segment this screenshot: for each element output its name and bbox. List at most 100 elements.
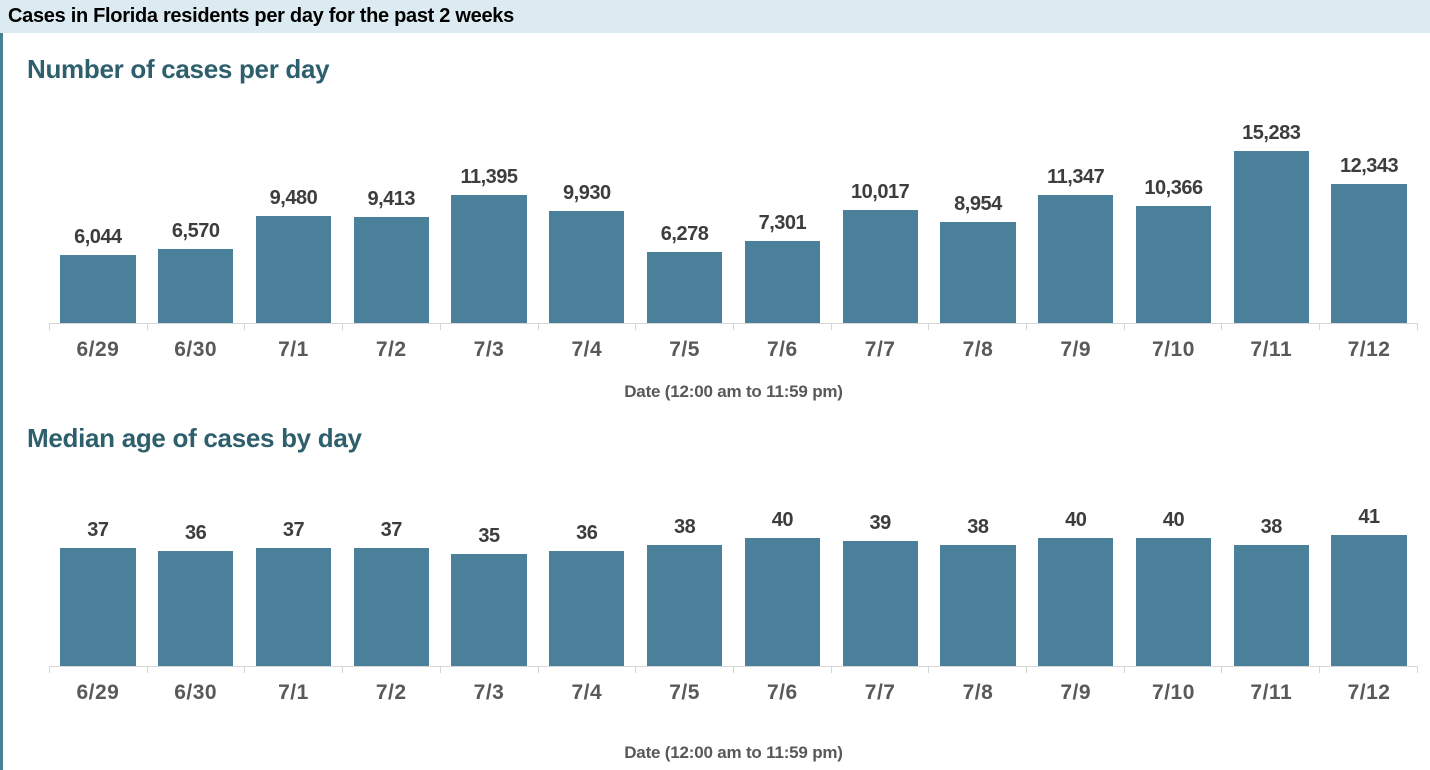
bar-value-label: 8,954 (954, 193, 1002, 215)
x-axis-line (49, 323, 1418, 330)
bar[interactable] (1233, 151, 1309, 323)
bar-column: 15,283 (1222, 115, 1320, 323)
bar-value-label: 41 (1358, 506, 1380, 528)
bar-value-label: 39 (869, 512, 892, 534)
bar[interactable] (60, 548, 136, 666)
bar[interactable] (255, 548, 332, 666)
bar[interactable] (842, 541, 918, 666)
bar-value-label: 38 (967, 516, 989, 538)
x-tick-label: 7/11 (1250, 338, 1293, 361)
x-tick-label: 7/10 (1152, 338, 1195, 361)
x-tick-label: 7/12 (1347, 338, 1391, 361)
bar[interactable] (1135, 538, 1212, 666)
bar[interactable] (451, 554, 527, 666)
tick-mark (635, 324, 637, 330)
bar[interactable] (646, 252, 723, 323)
tick-mark (635, 667, 637, 673)
x-tick-label: 7/4 (571, 338, 603, 361)
tick-mark (537, 324, 539, 330)
chart-title: Median age of cases by day (27, 423, 362, 453)
bar[interactable] (940, 222, 1016, 323)
tick-mark (1123, 324, 1125, 330)
tick-mark (1026, 324, 1028, 330)
bar-column: 10,017 (831, 115, 929, 323)
tick-mark (537, 667, 539, 673)
plot-area: 37 36 37 37 35 36 38 40 39 38 40 40 38 41 (49, 501, 1418, 666)
bar[interactable] (842, 210, 918, 323)
x-tick-label: 7/7 (864, 338, 896, 361)
tick-mark (146, 667, 148, 673)
tick-mark (1319, 324, 1321, 330)
tick-mark (928, 667, 930, 673)
tick-mark (732, 667, 734, 673)
bar[interactable] (1233, 545, 1309, 666)
bar-column: 7,301 (733, 115, 831, 323)
x-tick-labels: 6/29 6/30 7/1 7/2 7/3 7/4 7/5 7/6 7/7 7/8 7/9 7/10 7… (49, 338, 1418, 362)
plot-area: 6,044 6,570 9,480 9,413 11,395 9,930 6,278 7,30… (49, 115, 1418, 323)
tick-mark (342, 667, 344, 673)
x-tick-label: 7/2 (375, 338, 407, 361)
tick-mark (1221, 324, 1223, 330)
bar[interactable] (549, 211, 625, 323)
bar[interactable] (1331, 184, 1407, 323)
chart-title: Number of cases per day (27, 54, 330, 84)
bar-column: 10,366 (1125, 115, 1223, 323)
bar[interactable] (1038, 538, 1114, 666)
x-tick-label: 7/3 (473, 338, 505, 361)
x-tick-label: 7/9 (1060, 681, 1092, 704)
bar[interactable] (158, 249, 234, 323)
bar-column: 12,343 (1320, 115, 1418, 323)
bar-value-label: 37 (87, 519, 109, 541)
bar-column: 39 (831, 501, 929, 666)
bar-value-label: 37 (380, 519, 403, 541)
bar[interactable] (549, 551, 625, 666)
x-tick-label: 6/29 (76, 681, 120, 704)
bar-value-label: 9,413 (367, 188, 416, 210)
tick-mark (244, 667, 246, 673)
bar-column: 37 (49, 501, 147, 666)
x-tick-label: 7/9 (1060, 338, 1092, 361)
bar-column: 8,954 (929, 115, 1027, 323)
x-tick-label: 7/10 (1152, 681, 1195, 704)
x-tick-labels: 6/29 6/30 7/1 7/2 7/3 7/4 7/5 7/6 7/7 7/8 7/9 7/10 7… (49, 681, 1418, 705)
x-tick-label: 7/5 (669, 338, 700, 361)
bar-column: 37 (245, 501, 343, 666)
bar[interactable] (255, 216, 332, 323)
bar[interactable] (353, 217, 429, 323)
bar[interactable] (1331, 535, 1407, 666)
x-tick-label: 7/2 (375, 681, 407, 704)
x-axis-title: Date (12:00 am to 11:59 pm) (624, 382, 843, 401)
x-tick-label: 7/4 (571, 681, 603, 704)
bar-value-label: 11,395 (460, 166, 518, 188)
bar-value-label: 40 (1065, 509, 1087, 531)
bar-column: 9,930 (538, 115, 636, 323)
bar[interactable] (1038, 195, 1114, 323)
bar-value-label: 10,366 (1144, 177, 1203, 199)
bar-column: 35 (440, 501, 538, 666)
bar-value-label: 10,017 (851, 181, 910, 203)
tick-mark (732, 324, 734, 330)
bar[interactable] (744, 538, 820, 666)
x-tick-label: 7/6 (767, 338, 798, 361)
report-header: Cases in Florida residents per day for t… (0, 0, 1430, 33)
bar[interactable] (940, 545, 1016, 666)
bar-value-label: 38 (673, 516, 696, 538)
bar-column: 6,044 (49, 115, 147, 323)
bar[interactable] (744, 241, 820, 323)
tick-mark (830, 324, 832, 330)
x-axis-line (49, 666, 1418, 673)
bar-column: 36 (147, 501, 245, 666)
bar-value-label: 9,480 (269, 187, 318, 209)
x-tick-label: 7/1 (278, 338, 309, 361)
bar-value-label: 15,283 (1242, 122, 1301, 144)
bar[interactable] (451, 195, 527, 323)
bar[interactable] (353, 548, 429, 666)
bar[interactable] (158, 551, 234, 666)
median-age-chart: Median age of cases by day 37 36 37 37 35 36 3… (3, 402, 1430, 763)
bar[interactable] (60, 255, 136, 323)
bar-column: 40 (1027, 501, 1125, 666)
bar[interactable] (646, 545, 723, 666)
bar[interactable] (1135, 206, 1212, 323)
x-tick-label: 7/3 (473, 681, 505, 704)
x-tick-label: 6/30 (174, 681, 218, 704)
